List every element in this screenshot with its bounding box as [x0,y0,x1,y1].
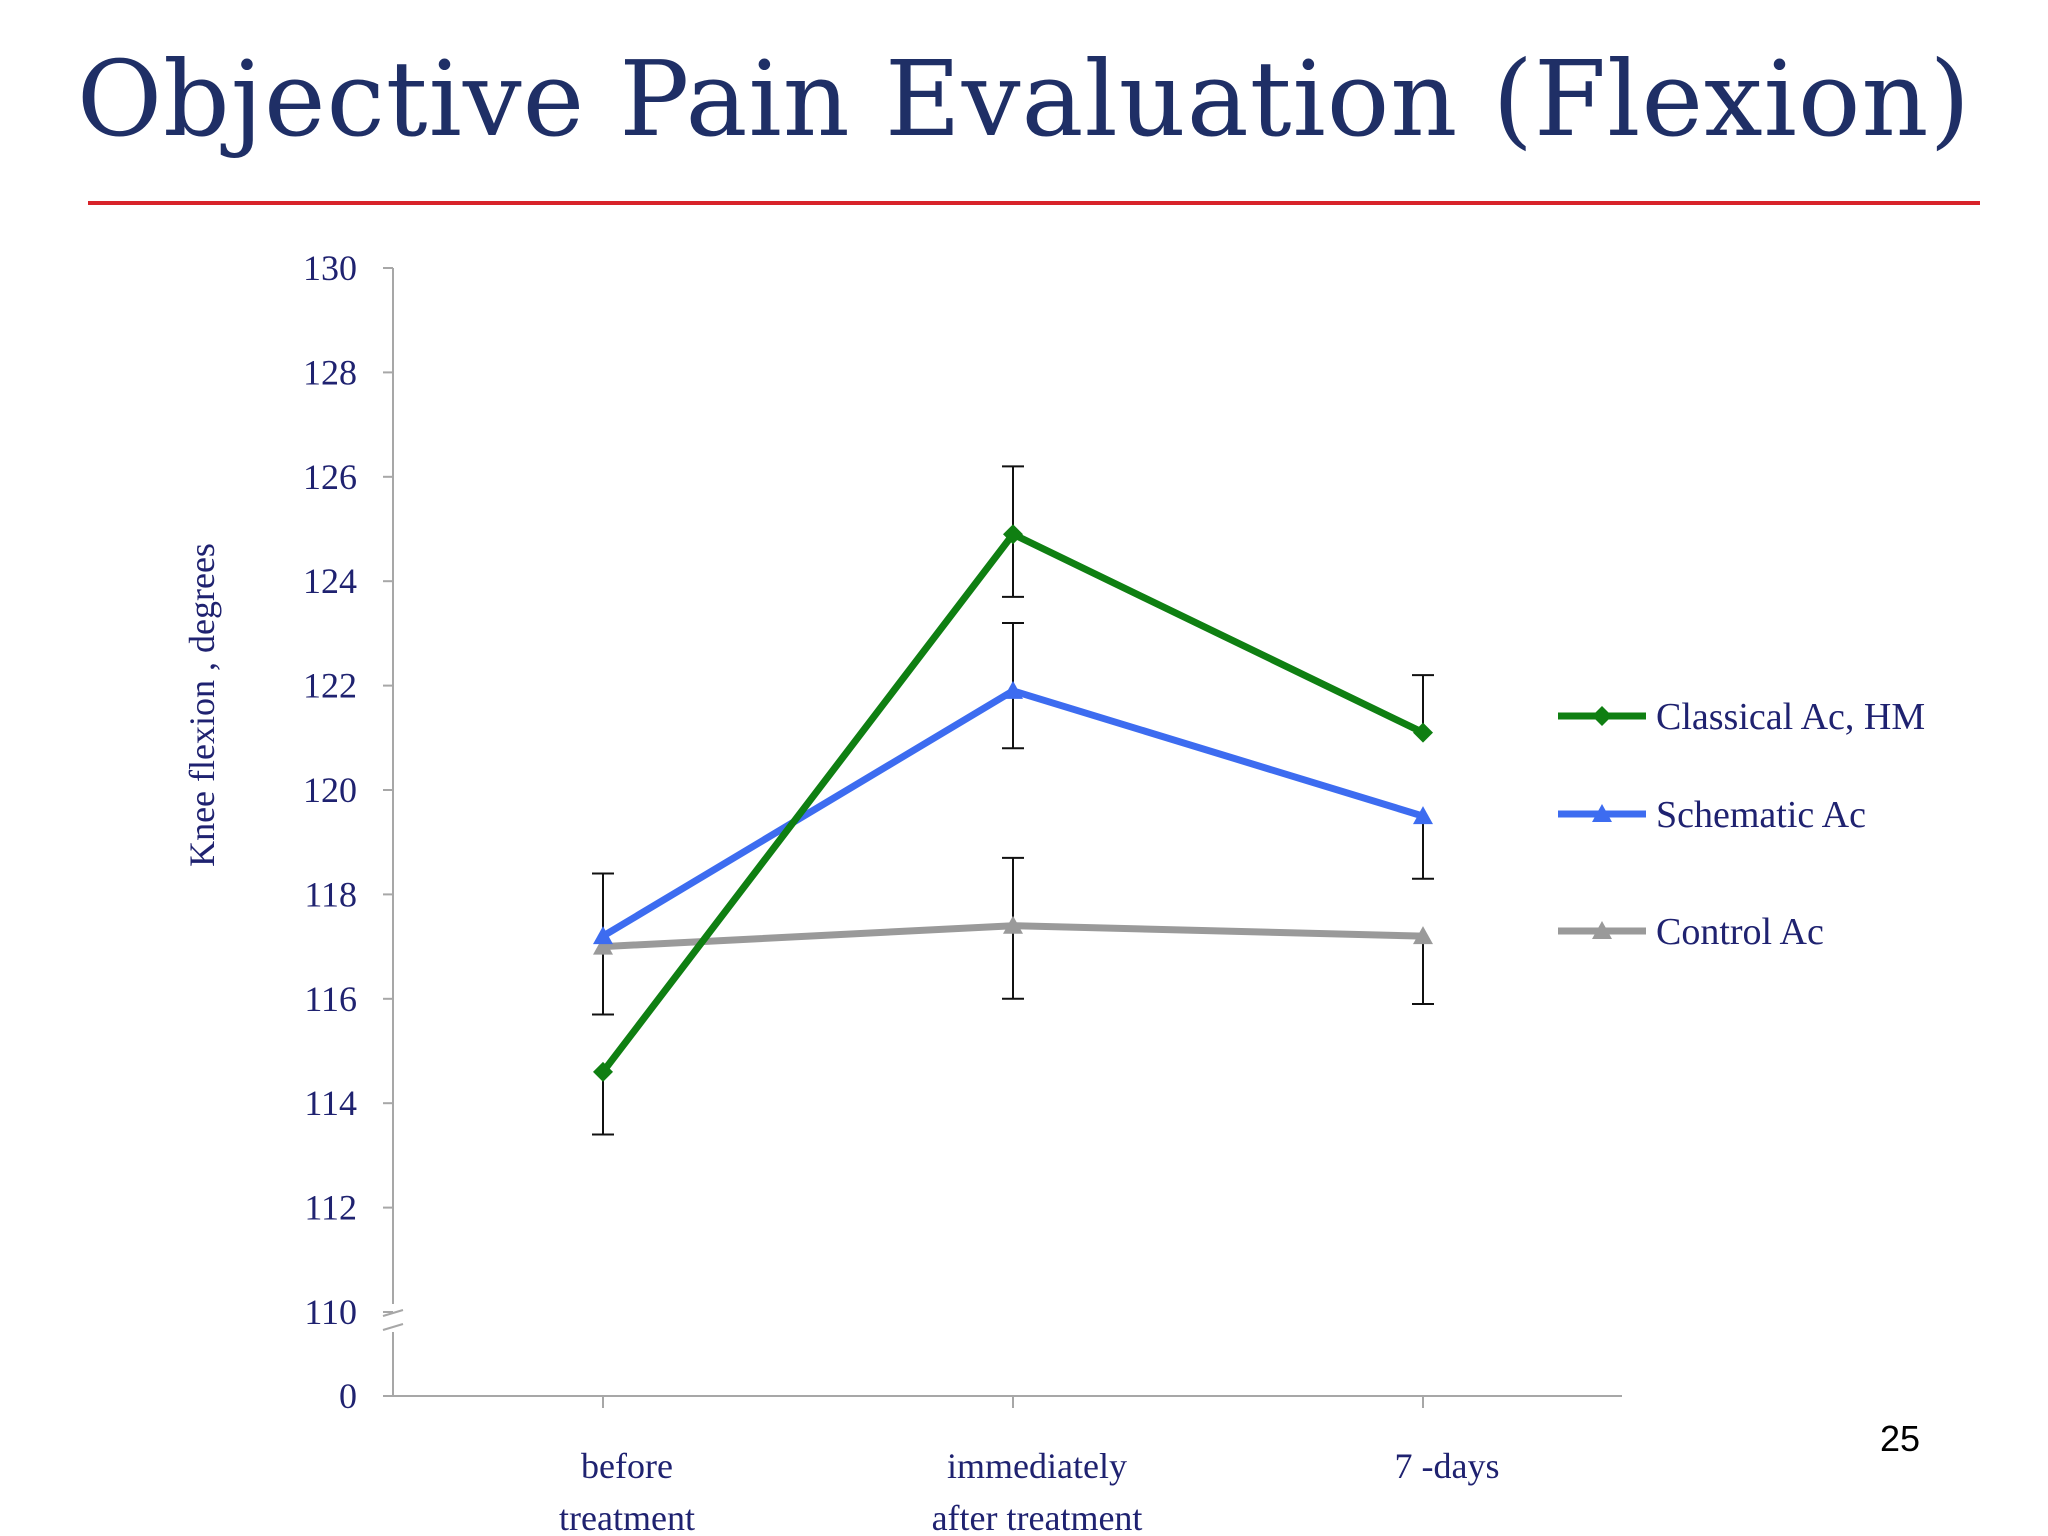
data-point [593,936,613,955]
y-tick-label: 114 [304,1083,357,1123]
title-divider [88,201,1980,205]
data-point [593,1061,613,1082]
y-tick-label: 116 [304,979,357,1019]
legend-label: Classical Ac, HM [1656,696,1925,738]
legend-swatch-marker [1592,706,1612,726]
data-point [593,926,613,945]
legend-swatch-marker [1592,921,1612,939]
y-tick-label: 112 [304,1188,357,1228]
y-axis-label: Knee flexion , degrees [182,543,222,867]
slide-title: Objective Pain Evaluation (Flexion) [76,38,1972,160]
y-tick-label: 122 [303,666,357,706]
data-point [1003,524,1023,545]
data-point [1413,806,1433,825]
x-tick-label-line2: treatment [559,1498,695,1536]
y-tick-label: 126 [303,457,357,497]
data-point [1413,926,1433,945]
y-tick-label: 110 [304,1292,357,1332]
legend: Classical Ac, HM Schematic Ac Control Ac [1558,696,1925,953]
x-tick-label-line2: after treatment [932,1498,1143,1536]
y-tick-label: 128 [303,352,357,392]
x-tick-label: 7 -days [1395,1446,1500,1486]
y-tick-label: 120 [303,770,357,810]
axis-break-mark [382,1323,404,1331]
series-markers [593,524,1433,1082]
y-tick-label: 130 [303,248,357,288]
legend-swatch-marker [1592,804,1612,822]
error-bars [592,465,1434,1136]
x-tick-label: immediately [947,1446,1127,1486]
data-point [1413,722,1433,743]
data-point [1003,680,1023,699]
chart-axes: 0 110 112 114 116 118 120 122 124 126 128 130 before… [303,248,1622,1536]
y-tick-label: 124 [303,561,357,601]
page-number: 25 [1880,1418,1921,1459]
legend-label: Control Ac [1656,911,1824,953]
x-tick-label: before [581,1446,673,1486]
data-point [1003,915,1023,934]
y-tick-label: 118 [304,874,357,914]
legend-label: Schematic Ac [1656,794,1866,836]
y-tick-label: 0 [339,1376,357,1416]
